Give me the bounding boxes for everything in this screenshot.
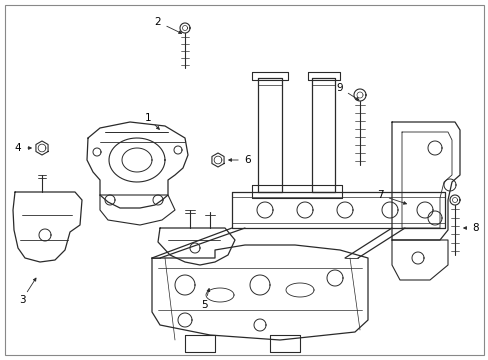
Text: 3: 3 [19, 295, 25, 305]
Text: 2: 2 [154, 17, 161, 27]
Text: 5: 5 [201, 300, 208, 310]
Text: 7: 7 [376, 190, 383, 200]
Text: 6: 6 [244, 155, 251, 165]
Text: 8: 8 [472, 223, 478, 233]
Text: 4: 4 [15, 143, 21, 153]
Text: 1: 1 [144, 113, 151, 123]
Text: 9: 9 [336, 83, 343, 93]
